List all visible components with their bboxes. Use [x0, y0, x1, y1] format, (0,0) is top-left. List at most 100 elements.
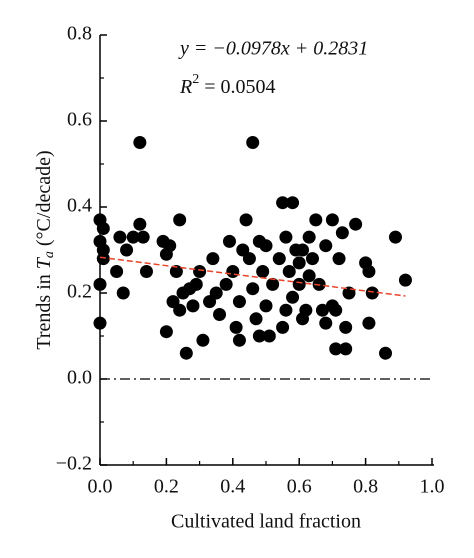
r2-sup: 2: [192, 72, 199, 87]
point: [286, 196, 300, 210]
point: [349, 217, 363, 231]
point: [239, 213, 253, 227]
point: [120, 243, 134, 257]
point: [163, 239, 177, 253]
point: [266, 277, 280, 291]
y-tick-label: 0.2: [67, 281, 92, 303]
point: [279, 230, 293, 244]
point: [209, 286, 223, 300]
point: [96, 222, 110, 235]
point: [332, 252, 346, 266]
point: [388, 230, 402, 244]
point: [259, 239, 273, 253]
point: [299, 303, 313, 317]
point: [279, 303, 293, 317]
point: [242, 252, 256, 266]
r2-value: = 0.0504: [199, 76, 275, 98]
point: [196, 333, 210, 347]
point: [379, 346, 393, 360]
point: [259, 299, 273, 313]
point: [232, 295, 246, 309]
point: [213, 308, 227, 321]
point: [302, 269, 316, 283]
x-tick-label: 0.4: [220, 476, 245, 498]
point: [93, 316, 107, 330]
point: [319, 239, 333, 253]
point: [193, 265, 207, 278]
point: [133, 136, 147, 149]
point: [315, 303, 329, 317]
point: [173, 303, 187, 317]
point: [169, 265, 183, 278]
point: [325, 213, 339, 227]
y-axis-label: Trends in Ta (°C/decade): [33, 150, 58, 349]
point: [116, 286, 130, 300]
point: [249, 312, 263, 326]
point: [229, 320, 243, 334]
x-tick-label: 0.0: [88, 476, 113, 498]
point: [159, 325, 173, 339]
point: [329, 342, 343, 356]
y-tick-label: 0.8: [67, 23, 92, 45]
y-tick-label: 0.4: [67, 195, 92, 217]
point: [139, 265, 153, 278]
point: [246, 136, 260, 149]
point: [296, 243, 310, 257]
point: [335, 226, 349, 240]
point: [282, 265, 296, 278]
point: [276, 320, 290, 334]
point: [113, 230, 127, 244]
x-tick-label: 0.6: [287, 476, 312, 498]
point: [232, 333, 246, 347]
r-squared: R2 = 0.0504: [179, 72, 276, 97]
x-tick-label: 0.8: [353, 476, 378, 498]
point: [96, 252, 110, 266]
point: [362, 316, 376, 330]
x-tick-label: 1.0: [420, 476, 445, 498]
point: [319, 316, 333, 330]
point: [302, 230, 316, 244]
point: [329, 303, 343, 317]
point: [398, 273, 412, 287]
point: [292, 256, 306, 270]
point: [256, 265, 270, 278]
point: [292, 277, 306, 291]
point: [365, 286, 379, 300]
y-label-subscript: a: [42, 251, 57, 258]
point: [339, 342, 353, 356]
y-label-text: Trends in: [33, 269, 55, 349]
point: [110, 265, 124, 278]
y-tick-label: 0.6: [67, 109, 92, 131]
r2-symbol: R: [179, 76, 192, 98]
y-tick-label: −0.2: [56, 453, 92, 475]
trendline: [99, 256, 406, 297]
point: [173, 213, 187, 227]
point: [186, 299, 200, 313]
x-axis-label: Cultivated land fraction: [171, 511, 361, 533]
point: [226, 265, 240, 278]
point: [133, 217, 147, 231]
point: [189, 277, 203, 291]
y-label-symbol: T: [33, 256, 55, 269]
point: [252, 329, 266, 343]
point: [305, 252, 319, 266]
y-label-text: (°C/decade): [33, 150, 55, 251]
point: [126, 230, 140, 244]
point: [222, 234, 236, 248]
point: [362, 265, 376, 278]
x-tick-label: 0.2: [154, 476, 179, 498]
point: [339, 320, 353, 334]
point: [262, 329, 276, 343]
point: [246, 282, 260, 296]
y-tick-label: 0.0: [67, 367, 92, 389]
point: [272, 252, 286, 266]
equation: y = −0.0978x + 0.2831: [178, 38, 368, 60]
point: [179, 346, 193, 360]
point: [219, 277, 233, 291]
point: [286, 290, 300, 304]
point: [206, 252, 220, 266]
point: [276, 196, 290, 210]
point: [93, 277, 107, 291]
point: [309, 213, 323, 227]
